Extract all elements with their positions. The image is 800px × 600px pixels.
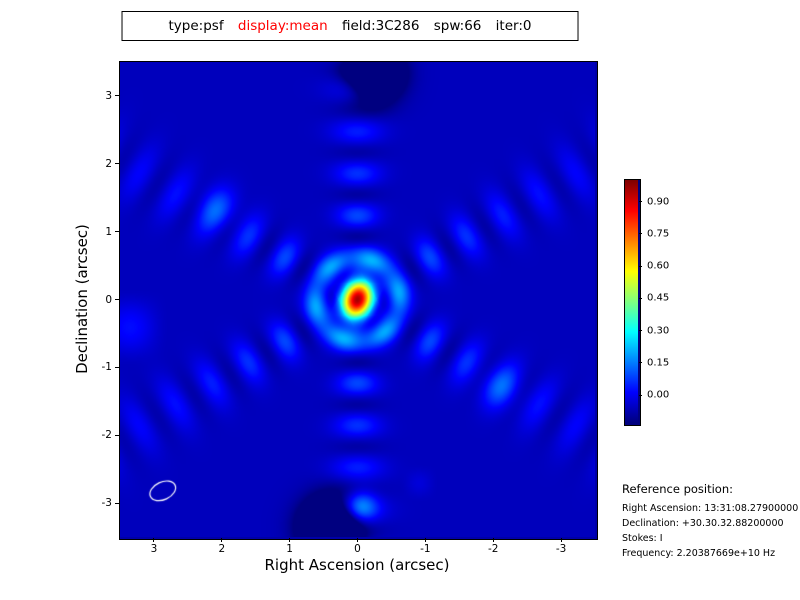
- reference-frequency: Frequency: 2.20387669e+10 Hz: [622, 548, 776, 559]
- x-tick-label: -1: [420, 543, 431, 555]
- colorbar-tick-label: 0.60: [647, 260, 670, 272]
- y-tick-mark: [115, 95, 119, 97]
- colorbar-tick-label: 0.15: [647, 357, 670, 369]
- x-tick-mark: [560, 538, 562, 542]
- y-tick-label: 0: [105, 293, 112, 306]
- x-tick-mark: [424, 538, 426, 542]
- title-field: field:3C286: [341, 18, 420, 34]
- colorbar-frame: [624, 179, 641, 426]
- colorbar-tick-mark: [639, 330, 642, 332]
- title-spw: spw:66: [433, 18, 482, 34]
- x-tick-label: 1: [286, 543, 293, 555]
- title-type: type:psf: [168, 18, 224, 34]
- plot-title-box: type:psf display:mean field:3C286 spw:66…: [121, 11, 579, 41]
- colorbar-tick-mark: [639, 265, 642, 267]
- colorbar-tick-mark: [639, 233, 642, 235]
- y-tick-label: -1: [101, 361, 112, 374]
- y-tick-label: 3: [105, 89, 112, 102]
- y-tick-mark: [115, 502, 119, 504]
- y-tick-label: 2: [105, 157, 112, 170]
- reference-title: Reference position:: [622, 482, 733, 496]
- x-tick-mark: [289, 538, 291, 542]
- x-tick-mark: [221, 538, 223, 542]
- plot-frame: [119, 61, 598, 540]
- colorbar-tick-label: 0.90: [647, 196, 670, 207]
- colorbar-tick-label: 0.00: [647, 389, 670, 401]
- colorbar-tick-label: 0.75: [647, 228, 670, 240]
- y-tick-label: -3: [101, 497, 112, 510]
- colorbar-tick-mark: [639, 297, 642, 299]
- x-tick-mark: [153, 538, 155, 542]
- x-tick-mark: [357, 538, 358, 542]
- x-tick-label: -3: [555, 543, 567, 555]
- colorbar-tick-label: 0.45: [647, 292, 670, 304]
- y-tick-mark: [115, 231, 119, 233]
- x-tick-label: -2: [487, 543, 499, 555]
- reference-ra: Right Ascension: 13:31:08.27900000: [622, 503, 799, 514]
- reference-position-block: Reference position: Right Ascension: 13:…: [622, 482, 798, 563]
- x-tick-mark: [492, 538, 494, 542]
- colorbar-tick-mark: [639, 394, 642, 396]
- x-tick-label: 0: [354, 543, 361, 555]
- colorbar-tick-mark: [639, 201, 642, 202]
- y-tick-mark: [115, 163, 119, 165]
- x-tick-label: 3: [150, 543, 158, 555]
- colorbar-tick-mark: [639, 362, 642, 364]
- y-tick-label: 1: [105, 225, 112, 238]
- colorbar-tick-label: 0.30: [647, 325, 670, 337]
- title-iter: iter:0: [495, 18, 532, 34]
- y-tick-mark: [115, 434, 119, 436]
- x-axis-label: Right Ascension (arcsec): [264, 556, 450, 574]
- y-axis-label: Declination (arcsec): [73, 224, 91, 374]
- colorbar-gradient: [625, 180, 638, 423]
- y-tick-mark: [115, 299, 119, 300]
- title-display: display:mean: [237, 18, 328, 34]
- x-tick-label: 2: [218, 543, 226, 555]
- psf-image: [120, 62, 595, 537]
- reference-stokes: Stokes: I: [622, 533, 663, 544]
- reference-dec: Declination: +30.30.32.88200000: [622, 518, 784, 529]
- y-tick-mark: [115, 366, 119, 368]
- y-tick-label: -2: [101, 429, 112, 442]
